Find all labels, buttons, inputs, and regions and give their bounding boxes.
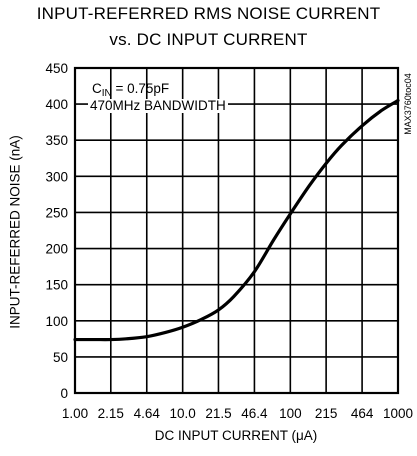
y-tick-label-2: 100 [45, 314, 68, 329]
x-tick-label-9: 1000 [383, 406, 413, 421]
cin-subscript: IN [101, 88, 112, 99]
y-tick-label-5: 250 [45, 205, 68, 220]
x-tick-label-1: 2.15 [98, 406, 124, 421]
plot-frame [73, 66, 400, 395]
x-axis-label: DC INPUT CURRENT (μA) [154, 428, 318, 443]
x-tick-label-6: 100 [279, 406, 302, 421]
chart-title-line-2: vs. DC INPUT CURRENT [109, 30, 308, 49]
y-tick-label-6: 300 [45, 169, 68, 184]
x-tick-label-4: 21.5 [205, 406, 231, 421]
x-tick-label-2: 4.64 [134, 406, 161, 421]
x-tick-label-7: 215 [315, 406, 338, 421]
y-tick-label-1: 50 [53, 350, 68, 365]
x-tick-label-5: 46.4 [241, 406, 268, 421]
bandwidth-annotation: 470MHz BANDWIDTH [88, 98, 228, 113]
x-tick-label-3: 10.0 [170, 406, 196, 421]
y-tick-label-3: 150 [45, 278, 68, 293]
cin-prefix: C [92, 81, 102, 96]
y-tick-label-4: 200 [45, 242, 68, 257]
chart-id-label: MAX3760toc04 [403, 73, 413, 135]
cin-annotation: CIN = 0.75pF [92, 82, 169, 99]
series-line-0 [73, 98, 400, 342]
x-tick-label-8: 464 [351, 406, 374, 421]
y-tick-label-7: 350 [45, 133, 68, 148]
chart-title-line-1: INPUT-REFERRED RMS NOISE CURRENT [36, 4, 381, 23]
y-tick-label-8: 400 [45, 97, 68, 112]
y-tick-label-0: 0 [60, 386, 68, 401]
y-tick-label-9: 450 [45, 61, 68, 76]
y-axis-label: INPUT-REFERRED NOISE (nA) [7, 135, 23, 329]
x-tick-label-0: 1.00 [62, 406, 88, 421]
cin-value: = 0.75pF [111, 81, 170, 96]
